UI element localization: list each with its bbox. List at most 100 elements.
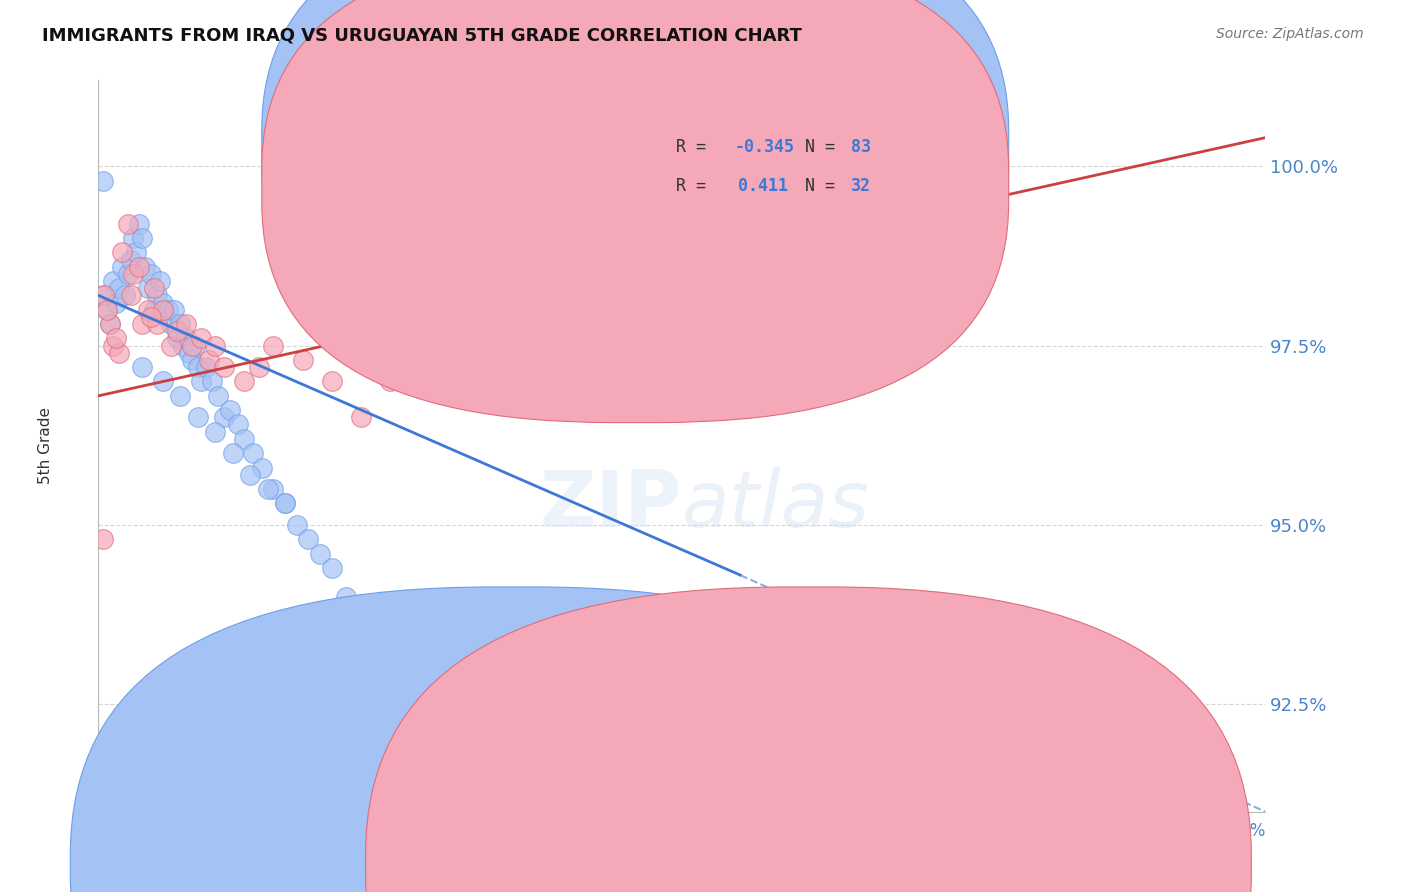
Text: R =: R = [676, 138, 716, 156]
Point [174, 331, 197, 345]
Point [274, 496, 297, 510]
Point [101, 274, 124, 288]
Point [321, 561, 343, 575]
Point [177, 345, 200, 359]
Point [242, 446, 264, 460]
Point [98, 317, 121, 331]
Point [108, 345, 131, 359]
Point [117, 267, 139, 281]
Text: 0.411: 0.411 [738, 177, 787, 194]
Point [122, 231, 145, 245]
Point [274, 496, 297, 510]
Point [93, 288, 115, 302]
Point [142, 281, 165, 295]
Point [111, 245, 134, 260]
Point [114, 288, 136, 302]
Point [467, 747, 489, 762]
Point [481, 769, 503, 783]
Text: atlas: atlas [682, 467, 870, 542]
Text: Source: ZipAtlas.com: Source: ZipAtlas.com [1216, 27, 1364, 41]
Point [152, 375, 174, 389]
Point [152, 302, 174, 317]
Text: N =: N = [785, 138, 845, 156]
Point [149, 274, 172, 288]
FancyBboxPatch shape [589, 110, 939, 219]
Point [204, 425, 226, 439]
Text: R =: R = [676, 177, 725, 194]
Point [128, 217, 150, 231]
FancyBboxPatch shape [262, 0, 1008, 423]
Point [98, 317, 121, 331]
Point [101, 338, 124, 352]
Point [554, 840, 576, 855]
Point [142, 302, 165, 317]
Point [394, 661, 416, 675]
Point [190, 331, 212, 345]
Point [408, 675, 430, 690]
Point [187, 410, 209, 425]
Point [204, 338, 226, 352]
Point [174, 317, 197, 331]
Point [212, 410, 235, 425]
Point [172, 338, 194, 352]
Point [180, 353, 202, 368]
Point [96, 302, 118, 317]
Point [233, 375, 256, 389]
Point [169, 317, 191, 331]
Text: N =: N = [785, 177, 845, 194]
Point [152, 295, 174, 310]
Text: IMMIGRANTS FROM IRAQ VS URUGUAYAN 5TH GRADE CORRELATION CHART: IMMIGRANTS FROM IRAQ VS URUGUAYAN 5TH GR… [42, 27, 801, 45]
Point [120, 288, 142, 302]
Point [524, 805, 547, 819]
Point [350, 410, 373, 425]
FancyBboxPatch shape [262, 0, 1008, 384]
Point [190, 375, 212, 389]
Text: 32: 32 [851, 177, 872, 194]
Point [163, 302, 186, 317]
Point [195, 360, 218, 375]
Point [221, 446, 243, 460]
Point [160, 338, 183, 352]
Point [233, 432, 256, 446]
Text: 40.0%: 40.0% [1213, 822, 1265, 840]
Point [125, 245, 148, 260]
Point [180, 338, 202, 352]
Point [104, 295, 127, 310]
Point [583, 862, 606, 876]
Point [93, 288, 115, 302]
Point [309, 547, 332, 561]
Point [198, 353, 221, 368]
Point [117, 217, 139, 231]
Point [139, 310, 162, 324]
Point [136, 281, 159, 295]
Point [228, 417, 250, 432]
Point [918, 152, 941, 166]
Point [131, 360, 153, 375]
Text: Uruguayans: Uruguayans [844, 857, 935, 871]
Point [285, 517, 308, 532]
Point [335, 590, 357, 604]
Point [169, 389, 191, 403]
Point [157, 302, 180, 317]
Point [111, 260, 134, 274]
Point [183, 338, 205, 352]
Point [131, 317, 153, 331]
Point [380, 647, 402, 661]
Text: 83: 83 [851, 138, 872, 156]
Point [155, 310, 177, 324]
Point [256, 482, 278, 496]
Point [120, 252, 142, 267]
Point [218, 403, 240, 417]
Point [350, 604, 373, 618]
Point [166, 324, 188, 338]
Point [321, 375, 343, 389]
Point [104, 331, 127, 345]
Text: 0.0%: 0.0% [98, 822, 141, 840]
Point [136, 302, 159, 317]
Point [263, 482, 285, 496]
Point [108, 281, 131, 295]
Text: -0.345: -0.345 [734, 138, 794, 156]
Point [613, 876, 636, 890]
Point [96, 302, 118, 317]
Point [131, 231, 153, 245]
